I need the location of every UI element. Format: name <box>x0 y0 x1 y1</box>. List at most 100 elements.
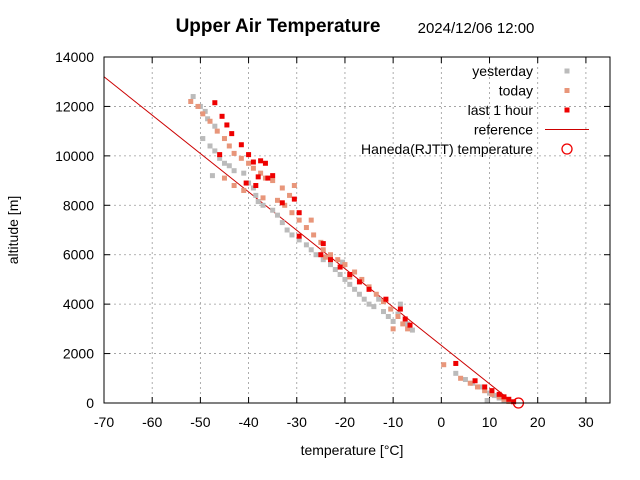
data-point-today <box>195 103 201 109</box>
data-point-today <box>474 384 480 390</box>
data-point-today <box>303 225 309 231</box>
y-tick-label: 0 <box>86 395 94 411</box>
y-axis-ticks: 0 2000 4000 6000 8000 10000 12000 14000 <box>55 49 610 411</box>
data-point-last-1-hour <box>402 316 408 322</box>
data-point-last-1-hour <box>279 200 285 206</box>
chart-timestamp: 2024/12/06 12:00 <box>418 20 535 37</box>
data-point-today <box>441 362 447 368</box>
data-point-today <box>238 155 244 161</box>
data-point-yesterday <box>274 212 280 218</box>
data-point-yesterday <box>484 398 490 404</box>
data-point-yesterday <box>381 309 387 315</box>
data-point-yesterday <box>366 301 372 307</box>
data-point-today <box>323 254 329 260</box>
data-point-last-1-hour <box>224 122 230 128</box>
x-tick-label: -20 <box>335 414 355 430</box>
data-point-today <box>373 291 379 297</box>
data-point-yesterday <box>390 318 396 324</box>
legend-label-today: today <box>499 83 533 99</box>
legend-swatch-last-1-hour <box>564 107 570 113</box>
data-point-today <box>311 232 317 238</box>
data-point-yesterday <box>376 296 382 302</box>
data-point-last-1-hour <box>265 175 271 181</box>
y-tick-label: 14000 <box>55 49 94 65</box>
data-point-today <box>320 247 326 253</box>
y-tick-label: 12000 <box>55 98 94 114</box>
data-point-yesterday <box>296 237 302 243</box>
data-point-last-1-hour <box>366 286 372 292</box>
data-point-last-1-hour <box>246 152 252 158</box>
data-point-today <box>270 178 276 184</box>
data-point-yesterday <box>231 168 237 174</box>
reference-line-layer <box>103 76 514 404</box>
data-point-today <box>231 150 237 156</box>
data-point-yesterday <box>308 247 314 253</box>
data-point-today <box>352 269 358 275</box>
data-point-yesterday <box>255 199 261 205</box>
data-point-yesterday <box>200 136 206 142</box>
data-point-yesterday <box>371 304 377 310</box>
data-point-yesterday <box>385 314 391 319</box>
data-point-today <box>482 388 488 394</box>
data-point-last-1-hour <box>453 360 459 366</box>
data-point-today <box>289 210 295 216</box>
data-point-today <box>308 217 314 223</box>
grid-lines <box>103 56 610 404</box>
data-point-yesterday <box>462 377 468 383</box>
x-tick-label: 10 <box>482 414 498 430</box>
data-point-today <box>188 98 194 104</box>
data-point-today <box>258 170 264 176</box>
data-point-yesterday <box>337 271 343 277</box>
data-point-today <box>388 306 394 312</box>
data-point-last-1-hour <box>262 160 268 166</box>
data-point-last-1-hour <box>383 296 389 302</box>
data-point-today <box>274 197 280 203</box>
y-tick-label: 8000 <box>63 197 94 213</box>
data-point-today <box>335 257 341 263</box>
data-point-today <box>241 187 247 193</box>
y-axis-label: altitude [m] <box>5 196 21 264</box>
legend-label-last-1-hour: last 1 hour <box>468 102 534 118</box>
data-point-yesterday <box>209 173 215 179</box>
data-point-yesterday <box>207 143 213 149</box>
x-tick-label: -40 <box>238 414 258 430</box>
data-point-today <box>231 183 237 189</box>
data-point-today <box>279 185 285 191</box>
legend-swatch-today <box>564 88 570 93</box>
data-point-today <box>390 326 396 332</box>
data-point-last-1-hour <box>291 196 297 202</box>
x-tick-label: 0 <box>437 414 445 430</box>
data-point-today <box>405 326 411 332</box>
y-tick-label: 6000 <box>63 247 94 263</box>
data-point-last-1-hour <box>296 210 302 216</box>
data-point-today <box>489 391 495 397</box>
data-point-yesterday <box>332 267 338 273</box>
x-tick-label: -50 <box>190 414 210 430</box>
data-point-last-1-hour <box>347 271 353 277</box>
data-point-last-1-hour <box>217 152 223 158</box>
data-point-yesterday <box>212 123 218 129</box>
y-tick-label: 10000 <box>55 148 94 164</box>
data-point-yesterday <box>327 262 333 268</box>
y-tick-label: 2000 <box>63 346 94 362</box>
legend-label-yesterday: yesterday <box>472 63 533 79</box>
data-point-today <box>226 143 232 149</box>
data-point-yesterday <box>303 242 309 248</box>
x-tick-label: -70 <box>94 414 114 430</box>
data-point-last-1-hour <box>356 279 362 285</box>
data-point-today <box>291 183 297 189</box>
data-point-last-1-hour <box>250 159 256 165</box>
data-point-today <box>214 128 220 134</box>
data-point-yesterday <box>361 296 367 302</box>
legend-label-haneda: Haneda(RJTT) temperature <box>361 141 533 157</box>
chart-title: Upper Air Temperature <box>176 16 381 37</box>
data-point-last-1-hour <box>238 142 244 148</box>
data-point-last-1-hour <box>472 378 478 384</box>
data-point-yesterday <box>241 170 247 176</box>
data-point-last-1-hour <box>501 394 507 400</box>
data-point-yesterday <box>352 286 358 292</box>
x-axis-ticks: -70 -60 -50 -40 -30 -20 -10 0 10 20 30 <box>94 57 594 430</box>
data-point-yesterday <box>226 163 232 169</box>
data-point-yesterday <box>279 220 285 226</box>
data-point-yesterday <box>313 252 319 258</box>
